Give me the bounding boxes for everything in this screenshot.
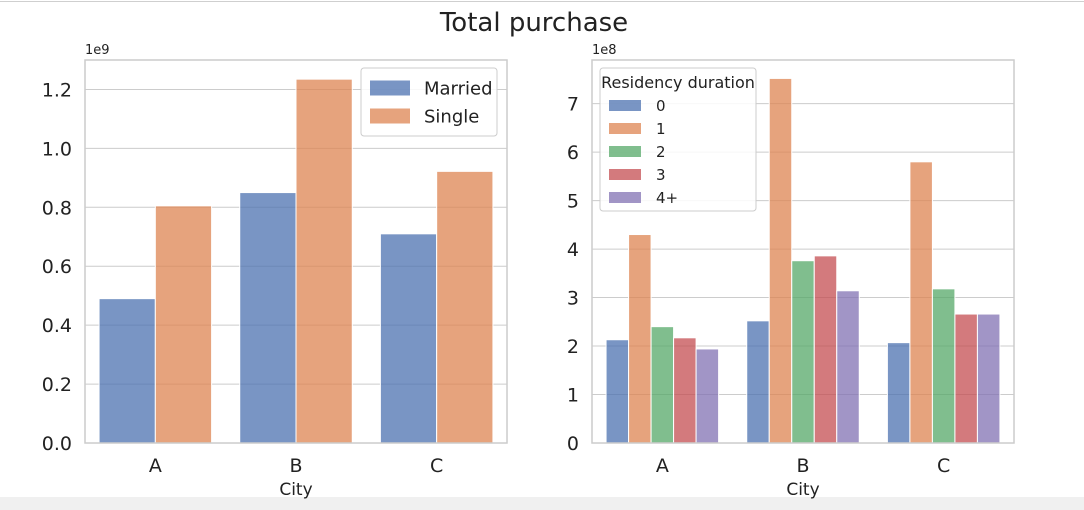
y-tick-label: 5 [567, 191, 579, 213]
bar-C-Married [379, 233, 438, 444]
bar-B-2 [791, 260, 815, 444]
y-tick-label: 0.4 [42, 315, 72, 337]
bar-A-Married [98, 298, 156, 444]
x-tick-label: A [656, 455, 669, 477]
legend-title: Residency duration [601, 73, 755, 92]
legend: Residency duration 0 1 2 3 4+ [599, 67, 757, 212]
legend-entry-label: 3 [656, 166, 666, 184]
legend-swatch [609, 192, 641, 203]
legend-entry-label: Single [424, 106, 479, 127]
figure-title: Total purchase [439, 8, 628, 38]
legend-swatch [609, 146, 641, 157]
bar-C-Single [436, 170, 494, 444]
bar-C-3 [954, 313, 978, 444]
bar-A-2 [650, 326, 675, 444]
y-tick-label: 0.6 [42, 256, 72, 278]
chart-total-purchase-by-residency-duration: 0 1 2 3 4 5 6 7 1e8 A B C City Residency duration 0 1 2 3… [567, 43, 1015, 500]
bar-B-0 [746, 320, 770, 444]
legend: Married Single [360, 67, 498, 137]
legend-swatch [609, 123, 641, 134]
x-tick-label: B [289, 455, 302, 477]
chart-total-purchase-by-marital-status: 0.0 0.2 0.4 0.6 0.8 1.0 1.2 1e9 A B C City Married Si… [42, 43, 508, 500]
x-axis-label: City [279, 480, 312, 500]
legend-entry-label: Married [424, 78, 493, 99]
y-offset-text: 1e9 [85, 43, 110, 58]
bar-A-1 [628, 234, 652, 444]
x-tick-label: B [796, 455, 809, 477]
x-tick-label: C [430, 455, 443, 477]
x-axis-label: City [786, 480, 819, 500]
bar-A-Single [154, 205, 213, 444]
bar-C-1 [909, 161, 933, 444]
x-tick-label: A [149, 455, 162, 477]
bar-B-4+ [836, 290, 860, 444]
y-tick-label: 2 [567, 336, 579, 358]
bar-C-2 [931, 288, 956, 444]
legend-swatch [370, 108, 410, 124]
legend-swatch [609, 100, 641, 111]
legend-swatch [370, 80, 410, 96]
axes-frame [591, 59, 1015, 444]
y-tick-label: 1 [567, 385, 579, 407]
bar-B-Married [239, 192, 297, 444]
bar-B-3 [813, 255, 838, 444]
legend-swatch [609, 169, 641, 180]
legend-entry-label: 0 [656, 97, 666, 115]
x-tick-label: C [937, 455, 950, 477]
bar-A-0 [605, 339, 630, 444]
y-tick-label: 0 [567, 433, 579, 455]
bar-B-1 [768, 77, 793, 444]
legend-entry-label: 4+ [656, 189, 678, 207]
axes-frame [84, 59, 508, 444]
y-tick-label: 4 [567, 239, 579, 261]
y-tick-label: 0.2 [42, 374, 72, 396]
y-tick-label: 1.2 [42, 79, 72, 101]
legend-entry-label: 2 [656, 143, 666, 161]
y-tick-label: 6 [567, 142, 579, 164]
legend-entry-label: 1 [656, 120, 666, 138]
y-tick-label: 0.8 [42, 197, 72, 219]
bar-C-4+ [976, 313, 1001, 444]
bar-B-Single [295, 78, 353, 444]
y-tick-label: 1.0 [42, 138, 72, 160]
bar-A-4+ [695, 348, 720, 444]
y-tick-label: 0.0 [42, 433, 72, 455]
y-tick-label: 3 [567, 288, 579, 310]
figure-top-rule [0, 1, 1084, 2]
y-offset-text: 1e8 [592, 43, 617, 58]
bar-A-3 [673, 337, 697, 444]
y-tick-label: 7 [567, 94, 579, 116]
bar-C-0 [886, 342, 911, 444]
